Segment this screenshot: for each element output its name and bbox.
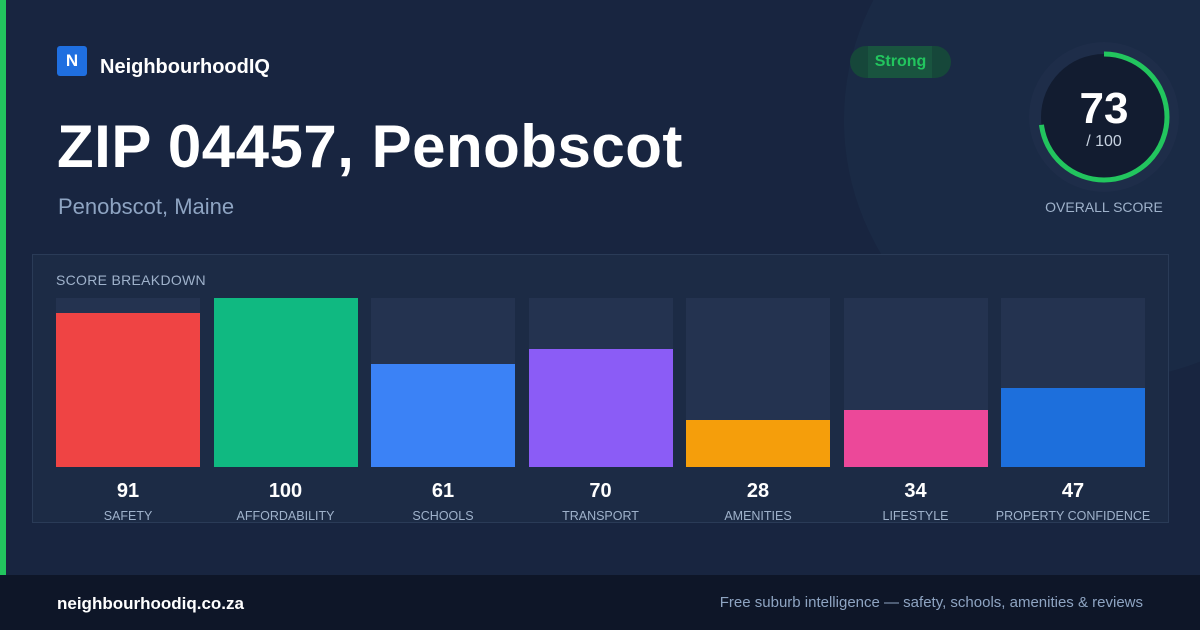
rating-badge: Strong (850, 46, 951, 78)
bar-fill (528, 349, 673, 467)
bar-value: 34 (904, 480, 927, 502)
bar-value: 28 (746, 480, 770, 502)
bar-label: PROPERTY CONFIDENCE (995, 509, 1151, 523)
overall-score-ring (1029, 42, 1179, 192)
bar-track (528, 298, 673, 467)
bar-label: TRANSPORT (562, 509, 639, 523)
bar-label: LIFESTYLE (882, 509, 949, 523)
bar-value: 70 (589, 480, 612, 502)
bar-track (56, 298, 200, 467)
bar-value: 47 (1061, 480, 1085, 502)
bar-fill (686, 420, 830, 467)
score-ring-inner (1041, 54, 1167, 180)
rating-badge-label: Strong (874, 53, 927, 70)
score-ring-progress (1038, 51, 1170, 183)
page-subtitle: Penobscot, Maine (58, 194, 235, 219)
bar-track (843, 298, 988, 467)
bar-fill (843, 410, 988, 467)
page-title: ZIP 04457, Penobscot (57, 113, 683, 180)
bar-value: 61 (431, 480, 455, 502)
badge-highlight (868, 46, 932, 78)
bar-value: 100 (268, 480, 303, 502)
bar-label: SCHOOLS (412, 509, 474, 523)
brand-name: NeighbourhoodIQ (100, 55, 270, 78)
overall-score-label: OVERALL SCORE (1045, 199, 1163, 215)
overall-score-max: / 100 (1086, 133, 1122, 150)
bar-fill (213, 298, 358, 467)
brand[interactable]: N NeighbourhoodIQ (57, 46, 270, 78)
overall-score-value: 73 (1079, 84, 1129, 133)
bar-track (1001, 298, 1145, 467)
bar-label: AFFORDABILITY (236, 509, 335, 523)
footer-url[interactable]: neighbourhoodiq.co.za (57, 594, 244, 613)
bar-track (213, 298, 358, 467)
bar-label: AMENITIES (724, 509, 792, 523)
bar-track (686, 298, 830, 467)
bar-track (371, 298, 515, 467)
brand-logo-icon: N (57, 46, 87, 76)
bar-fill (1001, 388, 1145, 467)
bar-fill (56, 313, 200, 467)
footer-tagline: Free suburb intelligence — safety, schoo… (719, 594, 1143, 611)
bar-value: 91 (116, 480, 140, 502)
bar-label: SAFETY (103, 509, 153, 523)
breakdown-title: SCORE BREAKDOWN (56, 272, 206, 288)
left-accent-bar (0, 0, 6, 575)
footer: neighbourhoodiq.co.za Free suburb intell… (0, 575, 1200, 630)
bar-fill (371, 364, 515, 467)
score-breakdown-panel: SCORE BREAKDOWN 91 SAFETY 100 AFFORDABILITY… (32, 254, 1169, 523)
